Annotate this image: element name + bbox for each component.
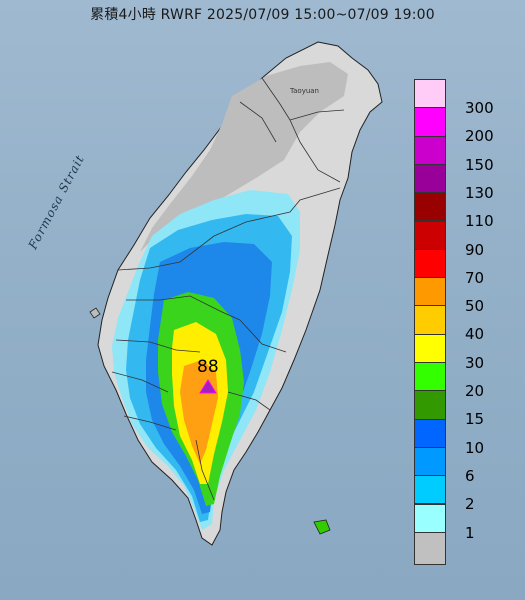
legend-label: 20 (465, 382, 485, 400)
legend-label: 70 (465, 268, 485, 287)
county-borders (111, 77, 345, 501)
legend-swatch (414, 248, 446, 279)
legend-swatch (414, 446, 446, 477)
legend-swatch (414, 503, 446, 533)
legend-label: 15 (465, 410, 485, 429)
legend-label: 30 (465, 353, 485, 372)
legend-swatch (414, 163, 446, 194)
legend-label: 90 (465, 240, 485, 259)
legend-swatch (414, 305, 446, 335)
legend-swatch (414, 333, 446, 363)
legend-swatch (414, 362, 446, 392)
rain-area-gray (140, 62, 348, 252)
legend-label: 110 (465, 212, 494, 231)
legend-label: 1 (465, 523, 475, 542)
legend-swatch (414, 418, 446, 448)
legend-label: 150 (465, 155, 494, 174)
legend-label: 300 (465, 99, 494, 117)
legend-swatch (414, 277, 446, 307)
legend-label: 50 (465, 297, 485, 316)
green-island (313, 519, 331, 535)
legend-swatch (414, 390, 446, 420)
legend-swatch (414, 220, 446, 250)
legend-swatch (414, 192, 446, 222)
peak-marker-icon (199, 379, 217, 394)
legend-label: 130 (465, 183, 494, 202)
legend-label: 200 (465, 127, 494, 146)
legend-swatch (414, 531, 446, 565)
legend-label: 2 (465, 495, 475, 514)
peak-value: 88 (197, 357, 219, 377)
legend-swatch (414, 135, 446, 165)
map-title: 累積4小時 RWRF 2025/07/09 15:00~07/09 19:00 (90, 7, 435, 23)
legend-label: 6 (465, 466, 475, 485)
legend-swatch (414, 475, 446, 505)
legend-swatch (414, 79, 446, 109)
legend-label: 10 (465, 438, 485, 457)
city-label: Taoyuan (290, 87, 319, 95)
legend-label: 40 (465, 325, 485, 344)
legend-swatch (414, 107, 446, 137)
penghu-islands (89, 307, 101, 319)
